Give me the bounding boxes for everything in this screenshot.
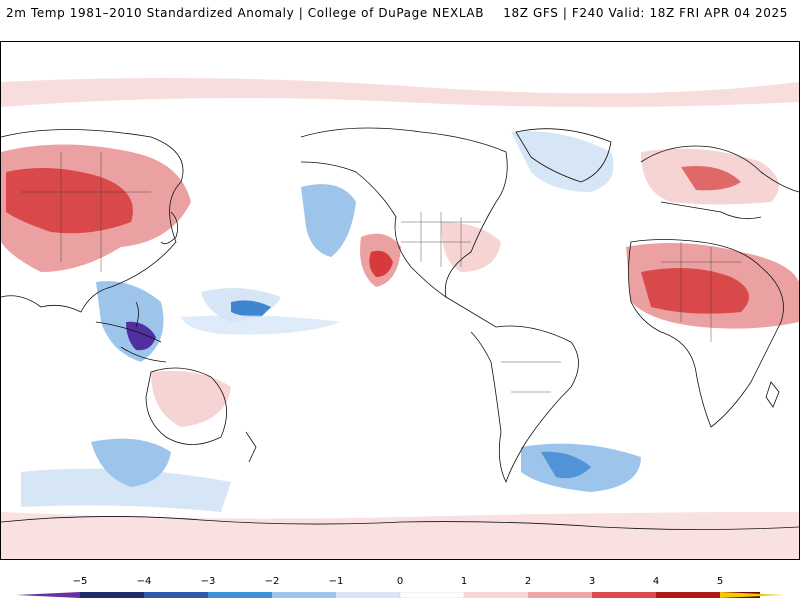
colorbar-tick-label: −5 (72, 576, 88, 587)
map-canvas (1, 78, 799, 559)
colorbar-swatch-3-4 (592, 592, 656, 598)
anomaly-map (0, 41, 800, 560)
colorbar-swatch-1-0 (336, 592, 400, 598)
colorbar (16, 592, 784, 598)
colorbar-swatch-2-3 (528, 592, 592, 598)
colorbar-swatch-extreme (720, 592, 784, 598)
colorbar-swatch-below-5 (16, 592, 80, 598)
colorbar-tick-label: 1 (460, 576, 468, 587)
colorbar-swatch-4-3 (144, 592, 208, 598)
colorbar-tick-label: −1 (328, 576, 344, 587)
colorbar-swatch-2-1 (272, 592, 336, 598)
borders (21, 152, 741, 393)
colorbar-tick-label: 4 (652, 576, 660, 587)
colorbar-tick-label: −2 (264, 576, 280, 587)
colorbar-tick-label: 2 (524, 576, 532, 587)
colorbar-tick-label: −3 (200, 576, 216, 587)
colorbar-swatch-3-2 (208, 592, 272, 598)
colorbar-tick-label: 0 (396, 576, 404, 587)
anomaly-shading (1, 78, 799, 559)
model-run-info: 18Z GFS | F240 Valid: 18Z FRI APR 04 202… (503, 6, 788, 20)
colorbar-swatch-0-1 (399, 592, 465, 598)
colorbar-tick-label: 5 (716, 576, 724, 587)
map-title: 2m Temp 1981–2010 Standardized Anomaly |… (6, 6, 485, 20)
colorbar-swatch-5-4 (80, 592, 144, 598)
colorbar-swatch-4-5 (656, 592, 720, 598)
colorbar-tick-label: 3 (588, 576, 596, 587)
coastlines (1, 127, 799, 530)
colorbar-tick-label: −4 (136, 576, 152, 587)
colorbar-swatches (16, 592, 784, 598)
colorbar-swatch-1-2 (464, 592, 528, 598)
